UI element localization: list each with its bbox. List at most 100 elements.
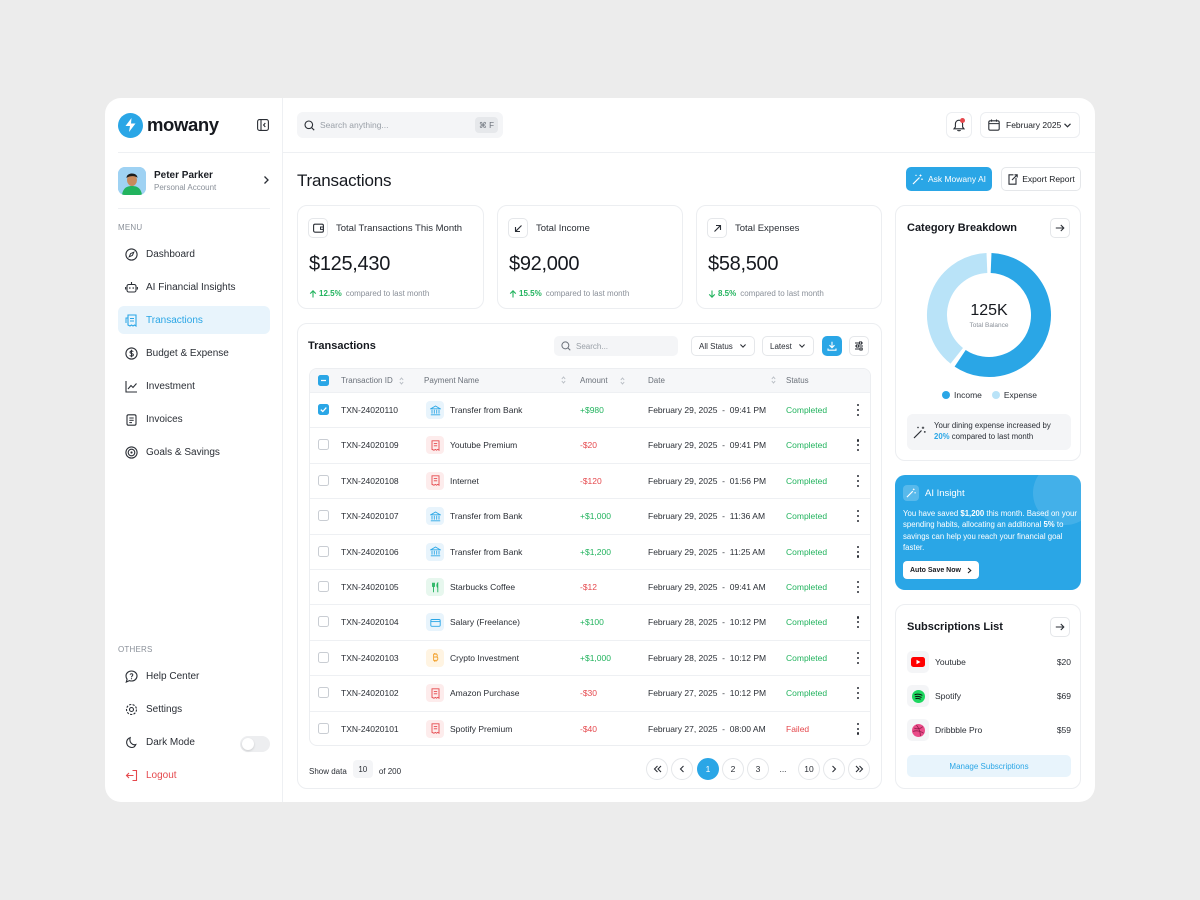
more-options-icon[interactable] bbox=[856, 474, 860, 487]
column-header-date[interactable]: Date bbox=[648, 376, 665, 385]
subscription-name: Youtube bbox=[935, 657, 966, 667]
select-all-checkbox[interactable] bbox=[318, 375, 329, 386]
row-checkbox[interactable] bbox=[318, 439, 329, 451]
date-sort[interactable] bbox=[765, 376, 776, 384]
column-header-amount[interactable]: Amount bbox=[580, 376, 625, 385]
brand-logo[interactable]: mowany bbox=[118, 112, 270, 138]
sidebar-item-help[interactable]: Help Center bbox=[118, 662, 270, 690]
page-button-1[interactable]: 1 bbox=[697, 758, 719, 780]
auto-save-button[interactable]: Auto Save Now bbox=[903, 561, 979, 579]
subscription-item[interactable]: Dribbble Pro $59 bbox=[907, 719, 1071, 741]
sidebar-item-ai-insights[interactable]: AI Financial Insights bbox=[118, 273, 270, 301]
table-row[interactable]: TXN-24020109 Youtube Premium -$20 February … bbox=[310, 427, 870, 462]
more-options-icon[interactable] bbox=[856, 439, 860, 452]
more-options-icon[interactable] bbox=[856, 404, 860, 416]
manage-subscriptions-button[interactable]: Manage Subscriptions bbox=[907, 755, 1071, 777]
table-row[interactable]: TXN-24020104 Salary (Freelance) +$100 Febru… bbox=[310, 604, 870, 639]
row-checkbox[interactable] bbox=[318, 510, 329, 522]
filter-settings-button[interactable] bbox=[849, 336, 869, 356]
page-button-3[interactable]: 3 bbox=[747, 758, 769, 780]
transaction-amount: +$100 bbox=[580, 617, 604, 628]
page-size-select[interactable]: 10 bbox=[352, 760, 373, 778]
spotify-icon bbox=[907, 685, 929, 707]
prev-page-button[interactable] bbox=[671, 758, 693, 780]
column-header-id[interactable]: Transaction ID bbox=[341, 376, 404, 385]
subscription-item[interactable]: Spotify $69 bbox=[907, 685, 1071, 707]
search-input[interactable]: Search... bbox=[576, 341, 609, 351]
row-checkbox[interactable] bbox=[318, 651, 329, 663]
transaction-amount: +$980 bbox=[580, 405, 604, 415]
more-options-icon[interactable] bbox=[856, 545, 860, 558]
transaction-status: Completed bbox=[786, 511, 828, 522]
notifications-button[interactable] bbox=[946, 112, 972, 138]
sidebar-item-label: Investment bbox=[146, 380, 195, 392]
last-page-button[interactable] bbox=[848, 758, 870, 780]
transaction-date: February 29, 2025 - 09:41 PM bbox=[648, 440, 767, 451]
sidebar-item-dashboard[interactable]: Dashboard bbox=[118, 240, 270, 268]
sidebar-item-settings[interactable]: Settings bbox=[118, 695, 270, 723]
transactions-search[interactable]: Search... bbox=[554, 336, 678, 356]
table-row[interactable]: TXN-24020105 Starbucks Coffee -$12 February… bbox=[310, 569, 870, 604]
subscriptions-open-button[interactable] bbox=[1050, 617, 1070, 637]
table-row[interactable]: TXN-24020103 Crypto Investment +$1,000 Febr… bbox=[310, 639, 870, 675]
dribbble-icon bbox=[907, 719, 929, 741]
sidebar-item-label: Goals & Savings bbox=[146, 446, 220, 458]
transaction-id: TXN-24020104 bbox=[341, 617, 399, 628]
sidebar-item-transactions[interactable]: Transactions bbox=[118, 306, 270, 334]
table-row[interactable]: TXN-24020108 Internet -$120 February 29, 20… bbox=[310, 462, 870, 498]
table-row[interactable]: TXN-24020102 Amazon Purchase -$30 February … bbox=[310, 675, 870, 710]
table-row[interactable]: TXN-24020106 Transfer from Bank +$1,200 Feb… bbox=[310, 533, 870, 569]
date-picker[interactable]: February 2025 bbox=[980, 112, 1080, 138]
table-row[interactable]: TXN-24020107 Transfer from Bank +$1,000 Feb… bbox=[310, 498, 870, 533]
row-checkbox[interactable] bbox=[318, 687, 329, 699]
sidebar-collapse-icon[interactable] bbox=[257, 119, 269, 131]
row-checkbox[interactable] bbox=[318, 616, 329, 628]
global-search[interactable]: Search anything... ⌘ F bbox=[297, 112, 503, 138]
column-header-status[interactable]: Status bbox=[786, 376, 809, 385]
receipt-icon bbox=[124, 313, 138, 327]
next-page-button[interactable] bbox=[823, 758, 845, 780]
arrow-up-icon bbox=[309, 289, 317, 298]
stat-card-total-transactions: Total Transactions This Month $125,430 1… bbox=[297, 205, 484, 309]
sidebar-item-investment[interactable]: Investment bbox=[118, 372, 270, 400]
more-options-icon[interactable] bbox=[856, 722, 860, 735]
shortcut-badge: ⌘ F bbox=[474, 117, 498, 133]
more-options-icon[interactable] bbox=[856, 510, 860, 523]
sidebar-item-logout[interactable]: Logout bbox=[118, 761, 270, 789]
row-checkbox[interactable] bbox=[318, 404, 329, 415]
download-button[interactable] bbox=[822, 336, 842, 356]
transactions-table: Transaction ID Payment Name Amount Date … bbox=[309, 368, 871, 746]
table-row[interactable]: TXN-24020110 Transfer from Bank +$980 Febru… bbox=[310, 392, 870, 427]
page-button-10[interactable]: 10 bbox=[798, 758, 820, 780]
page-title: Transactions bbox=[297, 171, 392, 190]
column-header-amount-sort[interactable] bbox=[555, 376, 566, 384]
page-button-2[interactable]: 2 bbox=[722, 758, 744, 780]
category-open-button[interactable] bbox=[1050, 218, 1070, 238]
sort-dropdown[interactable]: Latest bbox=[762, 336, 814, 356]
transaction-date: February 28, 2025 - 10:12 PM bbox=[648, 652, 767, 663]
sidebar-item-invoices[interactable]: Invoices bbox=[118, 405, 270, 433]
first-page-button[interactable] bbox=[646, 758, 668, 780]
user-profile[interactable]: Peter Parker Personal Account bbox=[118, 166, 270, 196]
note-text: compared to last month bbox=[951, 432, 1034, 441]
more-options-icon[interactable] bbox=[856, 616, 860, 629]
subscription-item[interactable]: Youtube $20 bbox=[907, 651, 1071, 673]
sidebar-item-goals[interactable]: Goals & Savings bbox=[118, 438, 270, 466]
row-checkbox[interactable] bbox=[318, 722, 329, 734]
more-options-icon[interactable] bbox=[856, 687, 860, 700]
sidebar-item-budget[interactable]: Budget & Expense bbox=[118, 339, 270, 367]
more-options-icon[interactable] bbox=[856, 651, 860, 664]
export-report-button[interactable]: Export Report bbox=[1001, 167, 1081, 191]
search-input[interactable]: Search anything... bbox=[320, 120, 389, 130]
ask-ai-button[interactable]: Ask Mowany AI bbox=[906, 167, 992, 191]
note-percentage: 20% bbox=[934, 432, 950, 441]
row-checkbox[interactable] bbox=[318, 474, 329, 486]
export-label: Export Report bbox=[1022, 174, 1075, 184]
more-options-icon[interactable] bbox=[856, 581, 860, 593]
row-checkbox[interactable] bbox=[318, 581, 329, 592]
column-header-name[interactable]: Payment Name bbox=[424, 376, 480, 385]
dark-mode-toggle[interactable] bbox=[240, 736, 270, 752]
table-row[interactable]: TXN-24020101 Spotify Premium -$40 February … bbox=[310, 710, 870, 745]
status-filter-dropdown[interactable]: All Status bbox=[691, 336, 755, 356]
row-checkbox[interactable] bbox=[318, 545, 329, 557]
